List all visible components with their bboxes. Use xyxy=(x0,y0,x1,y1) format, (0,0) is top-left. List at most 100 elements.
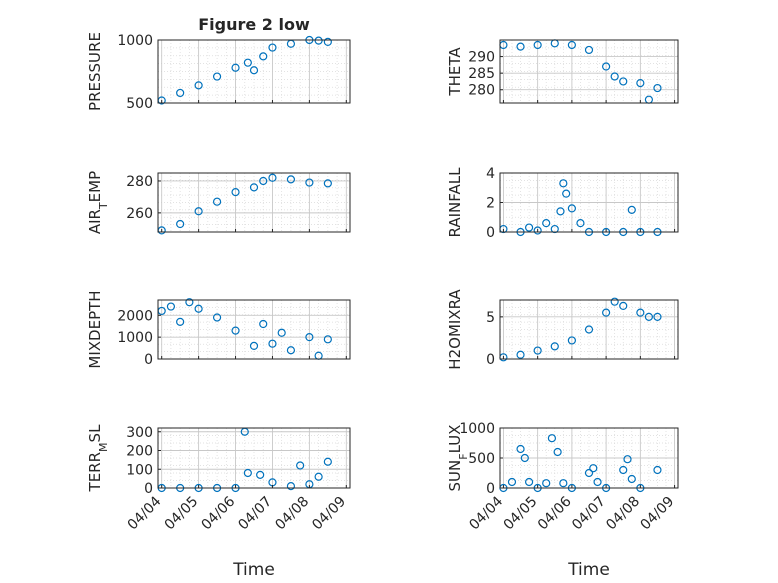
data-point xyxy=(619,301,628,310)
y-axis-label: THETA xyxy=(446,47,464,97)
y-tick-label: 0 xyxy=(486,225,495,241)
y-tick-label: 300 xyxy=(126,425,153,441)
y-tick-label: 1000 xyxy=(459,421,495,437)
x-tick-label: 04/08 xyxy=(272,494,312,534)
axes-box xyxy=(499,39,679,104)
y-tick-label: 4 xyxy=(486,166,495,182)
data-point xyxy=(644,312,654,321)
data-point xyxy=(259,52,268,61)
y-axis-label: MIXDEPTH xyxy=(86,290,104,368)
data-point xyxy=(516,350,525,359)
x-tick-label: 04/06 xyxy=(199,493,239,533)
data-point xyxy=(314,36,323,45)
data-point xyxy=(533,40,542,50)
x-tick-label: 04/05 xyxy=(162,494,202,534)
data-point xyxy=(584,468,594,478)
x-tick-label: 04/06 xyxy=(535,493,575,533)
data-point xyxy=(653,83,662,93)
data-point xyxy=(286,346,296,355)
data-point xyxy=(323,335,332,344)
data-point xyxy=(516,42,525,51)
y-axis-label: H2OMIXRA xyxy=(446,289,464,370)
data-point xyxy=(589,464,598,473)
data-point xyxy=(268,173,277,182)
plot-area xyxy=(500,300,678,359)
data-point xyxy=(520,453,529,463)
data-point xyxy=(194,81,203,90)
data-point xyxy=(249,66,259,75)
data-point xyxy=(602,62,611,71)
data-point xyxy=(516,444,525,454)
data-point xyxy=(176,219,185,229)
data-point xyxy=(584,325,594,334)
y-tick-label: 1000 xyxy=(117,330,153,346)
data-point xyxy=(533,346,542,355)
x-axis-label: Time xyxy=(232,560,275,580)
y-axis-label: PRESSURE xyxy=(86,32,104,111)
data-point xyxy=(524,477,534,487)
y-tick-label: 280 xyxy=(126,174,153,190)
x-tick-label: 04/07 xyxy=(235,494,275,534)
x-tick-label: 04/09 xyxy=(309,494,349,534)
data-point xyxy=(231,326,240,335)
data-point xyxy=(268,43,277,52)
y-tick-label: 2000 xyxy=(117,308,153,324)
axes-box xyxy=(157,299,351,360)
x-tick-label: 04/05 xyxy=(501,494,541,534)
data-point xyxy=(166,302,176,311)
data-point xyxy=(249,183,259,192)
data-point xyxy=(636,79,645,88)
y-tick-label: 200 xyxy=(126,444,153,460)
data-point xyxy=(610,297,619,306)
data-point xyxy=(323,37,332,46)
plot-area xyxy=(500,40,678,103)
data-point xyxy=(636,308,645,317)
data-point xyxy=(542,219,551,228)
data-point xyxy=(305,178,314,187)
data-point xyxy=(296,461,305,470)
data-point xyxy=(653,465,662,475)
data-point xyxy=(231,188,240,197)
data-point xyxy=(567,336,576,345)
data-point xyxy=(314,472,323,481)
y-axis-label: TERRMSL xyxy=(86,424,110,493)
x-tick-label: 04/08 xyxy=(603,494,643,534)
data-point xyxy=(305,333,314,342)
data-point xyxy=(231,63,240,72)
data-point xyxy=(194,207,203,216)
data-point xyxy=(256,470,265,479)
data-point xyxy=(243,468,252,478)
data-point xyxy=(212,313,222,322)
y-tick-label: 0 xyxy=(486,481,495,497)
y-tick-label: 0 xyxy=(144,481,153,497)
panel-mixdepth: 0 1000 2000 MIXDEPTH xyxy=(86,290,351,369)
x-tick-label: 04/09 xyxy=(638,494,678,534)
y-tick-label: 500 xyxy=(468,451,495,467)
y-tick-label: 0 xyxy=(144,352,153,368)
axes-box xyxy=(157,427,351,489)
y-tick-label: 280 xyxy=(468,83,495,99)
data-point xyxy=(323,179,332,188)
y-tick-label: 1000 xyxy=(117,33,153,49)
data-point xyxy=(542,479,551,488)
data-point xyxy=(602,308,611,317)
data-point xyxy=(268,339,277,348)
data-point xyxy=(576,219,585,228)
data-point xyxy=(619,77,628,86)
axes-box xyxy=(499,299,679,360)
y-axis-label: AIRTEMP xyxy=(86,171,110,234)
data-point xyxy=(259,176,268,186)
data-point xyxy=(550,342,559,351)
data-point xyxy=(547,434,557,443)
y-tick-label: 285 xyxy=(468,66,495,82)
y-tick-label: 500 xyxy=(126,96,153,112)
data-point xyxy=(524,223,534,232)
data-point xyxy=(627,205,636,214)
data-point xyxy=(593,477,602,487)
data-point xyxy=(249,341,259,350)
y-axis-label: SUNFLUX xyxy=(446,425,470,492)
panel-rainfall: 0 2 4 RAINFALL xyxy=(446,166,679,241)
panel-air-temp: 260 280 AIRTEMP xyxy=(86,171,351,235)
